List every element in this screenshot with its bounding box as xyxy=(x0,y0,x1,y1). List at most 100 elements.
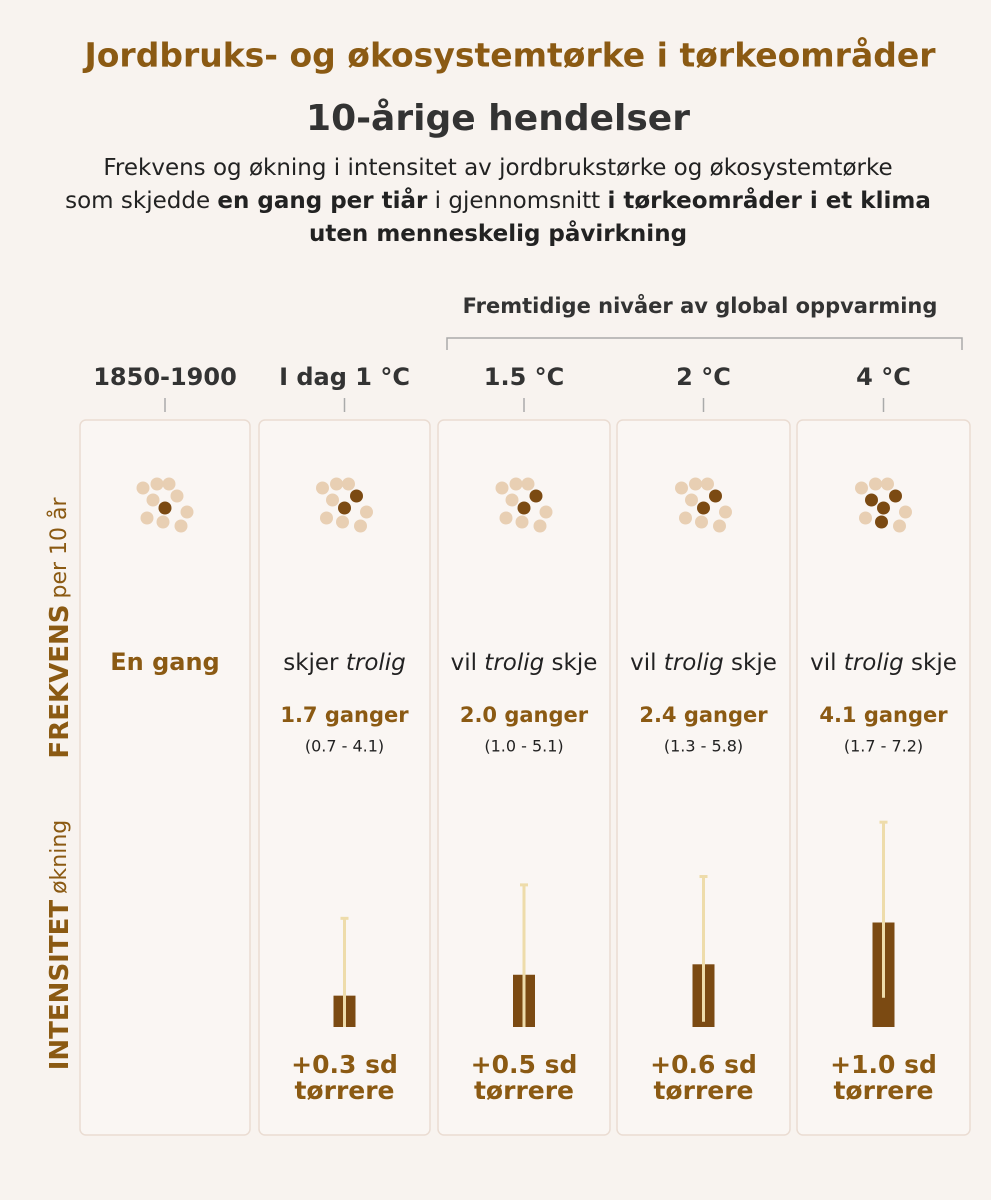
description-text: uten menneskelig påvirkning xyxy=(309,220,687,247)
frequency-text-part: trolig xyxy=(346,650,406,676)
range-label: (1.0 - 5.1) xyxy=(484,737,563,756)
frequency-dot xyxy=(679,511,692,525)
frequency-dot xyxy=(499,511,513,525)
frequency-text-part: vil xyxy=(451,650,485,676)
frequency-dot xyxy=(342,477,355,491)
frequency-dot xyxy=(539,505,553,519)
times-label: 1.7 ganger xyxy=(280,703,409,727)
description-text: som skjedde xyxy=(65,188,217,214)
column-header: 1.5 °C xyxy=(484,363,564,391)
frequency-dot xyxy=(509,477,523,491)
frequency-text: vil trolig skje xyxy=(810,650,957,676)
description-text: i tørkeområder i et klima xyxy=(607,187,930,214)
frequency-text-part: vil xyxy=(810,650,844,676)
frequency-dot xyxy=(515,515,529,529)
column-panel xyxy=(796,419,971,1136)
column-header: 1850-1900 xyxy=(93,363,237,391)
title: Jordbruks- og økosystemtørke i tørkeområ… xyxy=(82,36,936,75)
frequency-dot xyxy=(180,505,194,519)
frequency-dot xyxy=(877,501,890,515)
range-label: (0.7 - 4.1) xyxy=(305,737,384,756)
intensity-label-sub: økning xyxy=(47,820,72,894)
frequency-dot xyxy=(136,481,150,495)
frequency-text: En gang xyxy=(110,648,219,676)
frequency-dot xyxy=(865,493,878,507)
frequency-dot xyxy=(330,477,343,491)
frequency-dot xyxy=(174,519,188,533)
frequency-text-part: trolig xyxy=(844,650,904,676)
frequency-dot xyxy=(338,501,351,515)
frequency-text-part: skje xyxy=(904,650,957,676)
subtitle: 10-årige hendelser xyxy=(306,98,690,139)
note-label: tørrere xyxy=(653,1076,753,1105)
frequency-dot xyxy=(685,493,698,507)
frequency-text-part: vil xyxy=(630,650,664,676)
frequency-dot xyxy=(697,501,710,515)
column-panel xyxy=(437,419,611,1136)
description-line: uten menneskelig påvirkning xyxy=(309,220,687,247)
column-panel xyxy=(79,419,251,1136)
frequency-text-part: trolig xyxy=(484,650,544,676)
description-line: Frekvens og økning i intensitet av jordb… xyxy=(103,155,892,181)
frequency-text-part: skjer xyxy=(283,650,346,676)
frequency-dot xyxy=(162,477,176,491)
frequency-dot xyxy=(881,477,894,491)
frequency-dot xyxy=(495,481,509,495)
frequency-dot xyxy=(320,511,333,525)
future-label: Fremtidige nivåer av global oppvarming xyxy=(463,293,938,318)
value-label: +0.5 sd xyxy=(471,1050,578,1079)
note-label: tørrere xyxy=(474,1076,574,1105)
note-label: tørrere xyxy=(833,1076,933,1105)
frequency-dot xyxy=(675,481,688,495)
column-header: 4 °C xyxy=(856,363,911,391)
description-text: en gang per tiår xyxy=(217,187,428,214)
frequency-dot xyxy=(713,519,726,533)
frequency-dot xyxy=(336,515,349,529)
frequency-text-part: trolig xyxy=(664,650,724,676)
frequency-dot xyxy=(855,481,868,495)
column-header: 2 °C xyxy=(676,363,731,391)
value-label: +0.3 sd xyxy=(291,1050,398,1079)
frequency-dot xyxy=(689,477,702,491)
frequency-dot xyxy=(899,505,912,519)
frequency-dot xyxy=(695,515,708,529)
frequency-dot xyxy=(146,493,160,507)
times-label: 2.0 ganger xyxy=(460,703,589,727)
frequency-dot xyxy=(156,515,170,529)
frequency-dot xyxy=(859,511,872,525)
frequency-text: vil trolig skje xyxy=(630,650,777,676)
frequency-text-part: skje xyxy=(544,650,597,676)
note-label: tørrere xyxy=(294,1076,394,1105)
frequency-dot xyxy=(360,505,373,519)
column-panel xyxy=(258,419,431,1136)
frequency-dot xyxy=(533,519,547,533)
intensity-label: INTENSITET økning xyxy=(45,820,75,1071)
range-label: (1.3 - 5.8) xyxy=(664,737,743,756)
frequency-label-main: FREKVENS xyxy=(45,605,75,759)
frequency-dot xyxy=(719,505,732,519)
frequency-dot xyxy=(889,489,902,503)
description-text: i gjennomsnitt xyxy=(427,188,607,214)
future-bracket xyxy=(446,337,963,350)
frequency-dot xyxy=(140,511,154,525)
frequency-dot xyxy=(158,501,172,515)
frequency-dot xyxy=(354,519,367,533)
frequency-label: FREKVENS per 10 år xyxy=(45,496,75,758)
description-text: Frekvens og økning i intensitet av jordb… xyxy=(103,155,892,181)
frequency-dot xyxy=(150,477,164,491)
frequency-dot xyxy=(875,515,888,529)
value-label: +1.0 sd xyxy=(830,1050,937,1079)
frequency-dot xyxy=(893,519,906,533)
frequency-text: skjer trolig xyxy=(283,650,406,676)
range-label: (1.7 - 7.2) xyxy=(844,737,923,756)
frequency-dot xyxy=(521,477,535,491)
frequency-dot xyxy=(529,489,543,503)
frequency-dot xyxy=(869,477,882,491)
frequency-dot xyxy=(517,501,531,515)
frequency-dot xyxy=(701,477,714,491)
frequency-label-sub: per 10 år xyxy=(46,496,72,598)
column-header: I dag 1 °C xyxy=(279,363,410,391)
frequency-dot xyxy=(350,489,363,503)
times-label: 2.4 ganger xyxy=(639,703,768,727)
